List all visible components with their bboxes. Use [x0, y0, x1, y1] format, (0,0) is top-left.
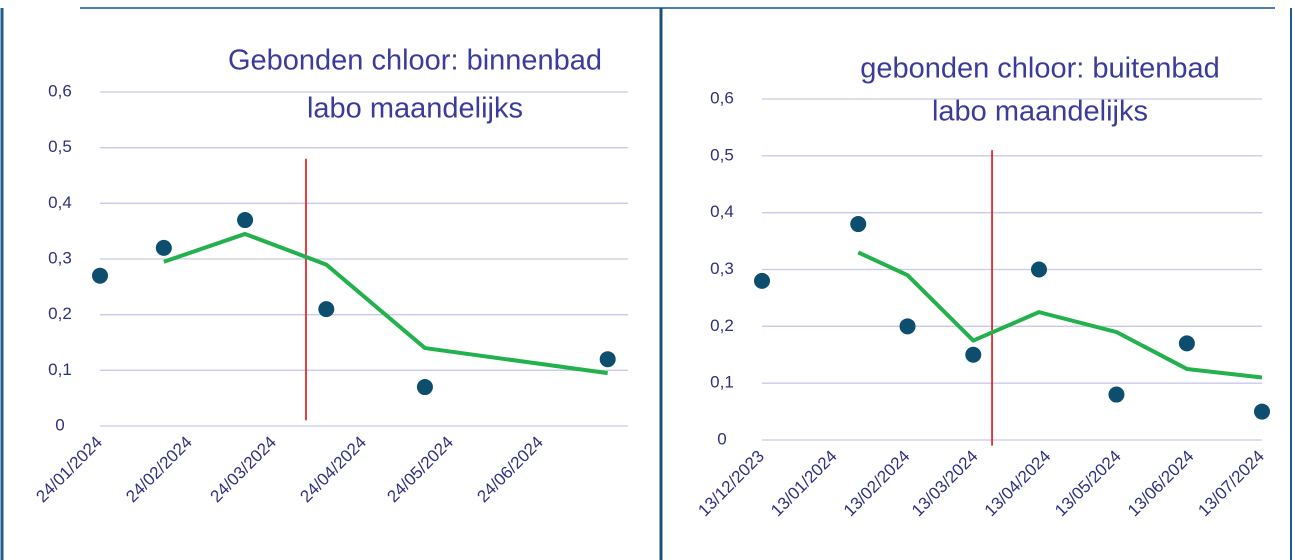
data-point [850, 216, 867, 233]
data-point [416, 379, 433, 396]
x-tick-label: 24/05/2024 [383, 433, 457, 507]
x-tick-label: 24/02/2024 [122, 433, 196, 507]
y-tick-label: 0 [717, 429, 726, 448]
data-point [1030, 261, 1047, 278]
chart-title: gebonden chloor: buitenbad [860, 53, 1220, 85]
y-tick-label: 0,2 [48, 304, 72, 323]
y-tick-label: 0,1 [710, 373, 734, 392]
trendline [163, 231, 608, 376]
data-point [965, 346, 982, 363]
data-point [1254, 403, 1270, 420]
y-tick-label: 0,6 [710, 88, 734, 107]
x-tick-label: 24/01/2024 [32, 433, 106, 507]
x-tick-label: 13/03/2024 [908, 447, 982, 521]
data-point [92, 267, 108, 284]
x-tick-label: 13/07/2024 [1194, 447, 1268, 521]
y-tick-label: 0,5 [710, 145, 734, 164]
y-tick-label: 0,4 [48, 193, 72, 212]
x-tick-label: 13/12/2023 [694, 447, 768, 521]
x-tick-label: 24/04/2024 [296, 433, 370, 507]
data-point [155, 239, 172, 256]
y-tick-label: 0,1 [48, 360, 72, 379]
chart-title: labo maandelijks [307, 93, 523, 125]
data-point [318, 301, 335, 318]
x-tick-label: 24/06/2024 [473, 433, 547, 507]
y-tick-label: 0,3 [710, 259, 734, 278]
trendline [857, 250, 1263, 380]
data-point [899, 318, 916, 335]
x-tick-label: 13/06/2024 [1124, 447, 1198, 521]
chart-title: Gebonden chloor: binnenbad [228, 45, 602, 77]
x-tick-label: 13/04/2024 [981, 447, 1055, 521]
data-point [1108, 386, 1125, 403]
y-tick-label: 0 [55, 415, 64, 434]
data-point [1178, 335, 1195, 352]
y-tick-label: 0,5 [48, 137, 72, 156]
data-point [599, 351, 616, 368]
x-tick-label: 24/03/2024 [206, 433, 280, 507]
x-tick-label: 13/02/2024 [840, 447, 914, 521]
y-tick-label: 0,2 [710, 316, 734, 335]
x-tick-label: 13/01/2024 [767, 447, 841, 521]
y-tick-label: 0,3 [48, 248, 72, 267]
data-point [754, 272, 770, 289]
x-tick-label: 13/05/2024 [1051, 447, 1125, 521]
y-tick-label: 0,6 [48, 81, 72, 100]
chart-title: labo maandelijks [932, 96, 1148, 128]
data-point [237, 212, 254, 229]
y-tick-label: 0,4 [710, 202, 734, 221]
